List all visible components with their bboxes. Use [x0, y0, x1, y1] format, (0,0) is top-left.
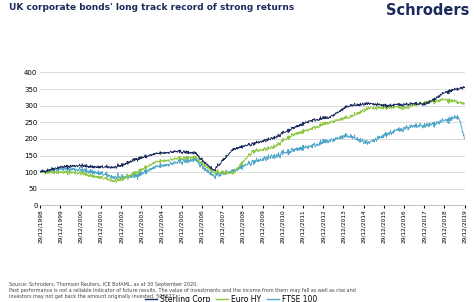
Text: UK corporate bonds' long track record of strong returns: UK corporate bonds' long track record of…: [9, 3, 295, 12]
Legend: Sterling Corp, Euro HY, FTSE 100: Sterling Corp, Euro HY, FTSE 100: [142, 291, 320, 302]
Text: Schroders: Schroders: [386, 3, 469, 18]
Text: Source: Schroders, Thomson Reuters, ICE BofAML, as at 30 September 2020.
Past pe: Source: Schroders, Thomson Reuters, ICE …: [9, 282, 356, 299]
